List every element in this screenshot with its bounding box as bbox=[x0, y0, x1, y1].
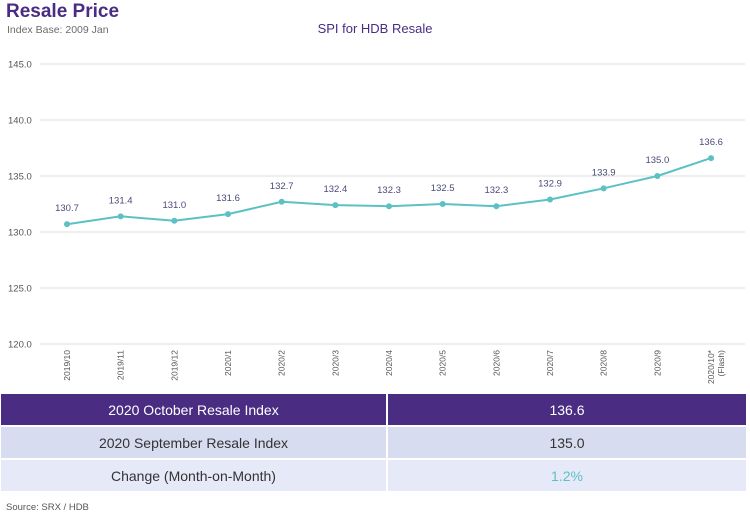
data-label: 130.7 bbox=[55, 203, 79, 214]
data-point bbox=[171, 217, 178, 224]
x-tick-note: (Flash) bbox=[716, 350, 726, 377]
data-point bbox=[439, 201, 446, 207]
data-label: 132.4 bbox=[323, 184, 347, 195]
summary-label: Change (Month-on-Month) bbox=[1, 460, 388, 491]
x-tick-label: 2019/11 bbox=[116, 350, 126, 380]
x-tick-label: 2020/5 bbox=[438, 350, 448, 376]
spi-line-chart: 120.0 125.0 130.0 135.0 140.0 145.0 130.7 131.4… bbox=[8, 60, 745, 384]
data-point bbox=[708, 155, 715, 162]
x-tick-label: 2020/4 bbox=[384, 350, 394, 376]
data-point bbox=[332, 202, 339, 209]
x-tick-label: 2020/6 bbox=[491, 350, 501, 376]
summary-row-change: Change (Month-on-Month) 1.2% bbox=[1, 460, 746, 491]
data-point bbox=[64, 221, 70, 228]
x-tick-label: 2019/12 bbox=[169, 350, 179, 381]
summary-label: 2020 September Resale Index bbox=[1, 427, 388, 458]
x-tick-label: 2020/2 bbox=[277, 350, 287, 376]
data-label: 131.4 bbox=[109, 195, 133, 206]
summary-label: 2020 October Resale Index bbox=[1, 394, 388, 425]
y-tick-label: 145.0 bbox=[8, 60, 32, 71]
data-point bbox=[225, 211, 232, 218]
source-note: Source: SRX / HDB bbox=[6, 502, 89, 513]
data-label: 132.3 bbox=[377, 185, 401, 196]
data-label: 131.0 bbox=[162, 200, 186, 211]
data-label: 131.6 bbox=[216, 193, 240, 204]
summary-row-september: 2020 September Resale Index 135.0 bbox=[1, 427, 746, 458]
x-tick-label: 2020/9 bbox=[652, 350, 662, 376]
data-label: 132.9 bbox=[538, 179, 562, 190]
summary-value: 135.0 bbox=[388, 427, 746, 458]
data-label: 132.3 bbox=[484, 185, 508, 196]
y-tick-label: 120.0 bbox=[8, 340, 32, 351]
data-point bbox=[600, 185, 607, 192]
data-point bbox=[493, 203, 500, 210]
x-tick-label: 2020/7 bbox=[545, 350, 555, 376]
summary-table: 2020 October Resale Index 136.6 2020 Sep… bbox=[1, 392, 746, 493]
y-tick-label: 140.0 bbox=[8, 116, 32, 127]
data-point bbox=[654, 173, 661, 179]
data-label: 133.9 bbox=[592, 167, 616, 178]
data-point bbox=[386, 203, 393, 210]
data-point bbox=[117, 213, 124, 220]
data-label: 132.7 bbox=[270, 181, 294, 192]
index-base-subtitle: Index Base: 2009 Jan bbox=[7, 24, 109, 36]
data-label: 132.5 bbox=[431, 183, 455, 194]
data-label: 136.6 bbox=[699, 137, 723, 148]
x-tick-label: 2020/3 bbox=[330, 350, 340, 376]
x-tick-label: 2019/10 bbox=[62, 350, 72, 381]
y-tick-label: 130.0 bbox=[8, 228, 32, 239]
chart-title: SPI for HDB Resale bbox=[317, 21, 433, 36]
data-label: 135.0 bbox=[645, 155, 669, 166]
y-tick-label: 135.0 bbox=[8, 172, 32, 183]
x-tick-label: 2020/1 bbox=[223, 350, 233, 376]
data-point bbox=[547, 196, 554, 203]
page-title: Resale Price bbox=[6, 1, 120, 22]
summary-value: 1.2% bbox=[388, 460, 746, 491]
summary-row-october: 2020 October Resale Index 136.6 bbox=[1, 394, 746, 425]
y-tick-label: 125.0 bbox=[8, 284, 32, 295]
summary-value: 136.6 bbox=[388, 394, 746, 425]
data-point bbox=[278, 198, 285, 205]
x-tick-label: 2020/8 bbox=[599, 350, 609, 376]
x-tick-label: 2020/10* bbox=[706, 349, 716, 384]
